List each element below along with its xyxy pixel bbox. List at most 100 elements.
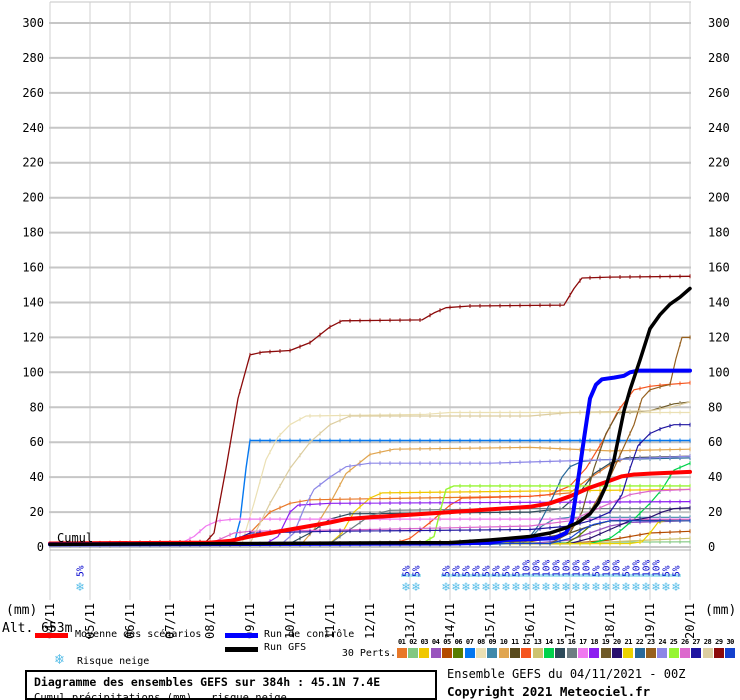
svg-text:5%: 5% [472, 565, 483, 577]
svg-text:260: 260 [708, 86, 730, 100]
svg-text:10%: 10% [552, 560, 563, 577]
perturbation-number: 20 [613, 638, 621, 646]
snowflake-icon: ❄ [401, 580, 410, 595]
svg-text:220: 220 [708, 156, 730, 170]
perturbation-color-square [521, 648, 532, 658]
svg-text:10%: 10% [542, 560, 553, 577]
perturbation-color-square [623, 648, 634, 658]
svg-text:20: 20 [708, 505, 722, 519]
svg-text:5%: 5% [402, 565, 413, 577]
svg-text:140: 140 [708, 295, 730, 309]
perturbation-number: 30 [726, 638, 734, 646]
perturbation-04: 04 [430, 637, 441, 658]
snowflake-icon: ❄ [581, 580, 590, 595]
series-08 [49, 411, 691, 546]
perturbation-17: 17 [577, 637, 588, 658]
svg-text:240: 240 [708, 121, 730, 135]
perturbation-color-square [657, 648, 668, 658]
perturbation-color-square [634, 648, 645, 658]
svg-text:07/11: 07/11 [163, 603, 177, 639]
perturbation-number: 11 [511, 638, 519, 646]
snowflake-icon: ❄ [631, 580, 640, 595]
perturbation-number: 25 [669, 638, 678, 646]
perturbation-03: 03 [419, 637, 430, 658]
svg-text:19/11: 19/11 [643, 603, 657, 639]
perturbation-number: 15 [556, 638, 565, 646]
perturbation-19: 19 [600, 637, 611, 658]
perturbation-number: 08 [477, 638, 485, 646]
svg-text:(mm): (mm) [705, 603, 736, 618]
snowflake-icon: ❄ [591, 580, 600, 595]
perturbation-number: 02 [409, 638, 417, 646]
snowflake-icon: ❄ [441, 580, 450, 595]
svg-text:60: 60 [708, 435, 722, 449]
svg-text:05/11: 05/11 [83, 603, 97, 639]
perturbation-color-square [691, 648, 702, 658]
perturbation-number: 07 [465, 638, 474, 646]
perturbation-01: 01 [396, 637, 407, 658]
perturbation-number: 01 [397, 638, 406, 646]
perturbation-number: 04 [431, 638, 440, 646]
svg-text:260: 260 [22, 86, 44, 100]
svg-text:10/11: 10/11 [283, 603, 297, 639]
svg-text:180: 180 [22, 226, 44, 240]
svg-text:11/11: 11/11 [323, 603, 337, 639]
snowflake-icon: ❄ [671, 580, 680, 595]
perturbation-21: 21 [623, 637, 634, 658]
control-line-swatch [225, 633, 258, 638]
svg-text:5%: 5% [512, 565, 523, 577]
series-lines [48, 274, 692, 548]
svg-text:09/11: 09/11 [243, 603, 257, 639]
perturbation-08: 08 [475, 637, 486, 658]
perturbation-color-square [396, 648, 407, 658]
svg-text:160: 160 [708, 261, 730, 275]
perturbation-29: 29 [713, 637, 724, 658]
snowflake-icon: ❄ [75, 580, 84, 595]
perturbation-color-square [464, 648, 475, 658]
svg-text:15/11: 15/11 [483, 603, 497, 639]
perturbation-number: 05 [443, 638, 451, 646]
perturbation-color-square [441, 648, 452, 658]
svg-text:0: 0 [708, 540, 715, 554]
perturbation-number: 23 [647, 638, 655, 646]
chart-title: Diagramme des ensembles GEFS sur 384h : … [34, 675, 381, 689]
svg-text:5%: 5% [442, 565, 453, 577]
perturbation-color-square [498, 648, 509, 658]
perturbation-25: 25 [668, 637, 679, 658]
perturbation-number: 29 [715, 638, 723, 646]
series-29 [49, 275, 691, 545]
perturbation-color-square [679, 648, 690, 658]
svg-text:80: 80 [708, 400, 722, 414]
perturbation-color-square [555, 648, 566, 658]
perturbation-26: 26 [679, 637, 690, 658]
svg-text:20: 20 [30, 505, 44, 519]
series-Moyenne des scénarios [48, 469, 692, 546]
series-Run GFS [48, 286, 692, 547]
perturbation-color-square [419, 648, 430, 658]
svg-text:5%: 5% [462, 565, 473, 577]
snow-risk-label: Risque neige [77, 656, 150, 667]
snowflake-icon: ❄ [611, 580, 620, 595]
svg-text:180: 180 [708, 226, 730, 240]
perturbation-09: 09 [487, 637, 498, 658]
svg-text:10%: 10% [602, 560, 613, 577]
svg-text:13/11: 13/11 [403, 603, 417, 639]
snowflake-icon: ❄ [471, 580, 480, 595]
perturbation-color-square [589, 648, 600, 658]
perturbation-color-square [430, 648, 441, 658]
perturbation-22: 22 [634, 637, 645, 658]
perturbation-color-square [713, 648, 724, 658]
svg-text:5%: 5% [482, 565, 493, 577]
snowflake-icon: ❄ [621, 580, 630, 595]
svg-text:18/11: 18/11 [603, 603, 617, 639]
svg-text:10%: 10% [612, 560, 623, 577]
perturbation-12: 12 [521, 637, 532, 658]
svg-text:300: 300 [708, 16, 730, 30]
perturbation-color-square [487, 648, 498, 658]
svg-text:100: 100 [22, 365, 44, 379]
svg-text:10%: 10% [642, 560, 653, 577]
snowflake-icon: ❄ [521, 580, 530, 595]
perturbation-number: 22 [635, 638, 644, 646]
svg-text:0: 0 [37, 540, 44, 554]
